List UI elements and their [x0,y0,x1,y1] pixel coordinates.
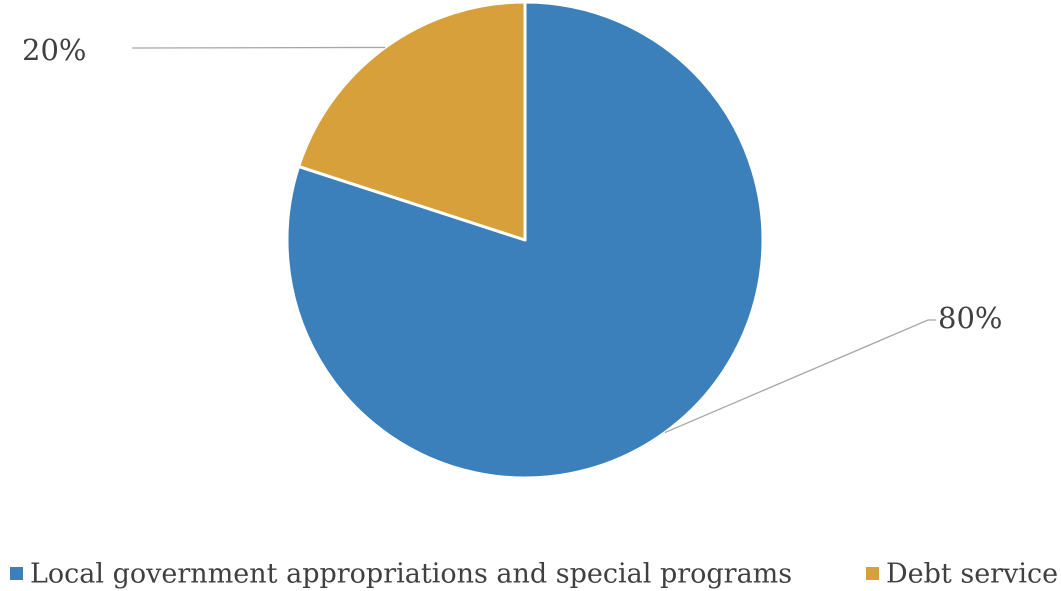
leader-line-debt-service [132,46,386,49]
data-labels: 80% 20% [22,33,1002,335]
leader-line-local-government-appropriations-and-special-programs [664,319,936,434]
legend-label-local-government-appropriations-and-special-programs: Local government appropriations and spec… [30,559,792,590]
pie-slices [285,0,765,480]
legend: Local government appropriations and spec… [10,559,1058,590]
legend-swatch-debt-service [866,567,879,580]
legend-swatch-local-government-appropriations-and-special-programs [10,567,23,580]
data-label-debt-service: 20% [22,33,86,67]
legend-label-debt-service: Debt service [886,559,1058,590]
leader-lines [132,46,936,434]
pie-slice-debt-service [297,0,527,242]
data-label-local-government-appropriations-and-special-programs: 80% [938,301,1002,335]
